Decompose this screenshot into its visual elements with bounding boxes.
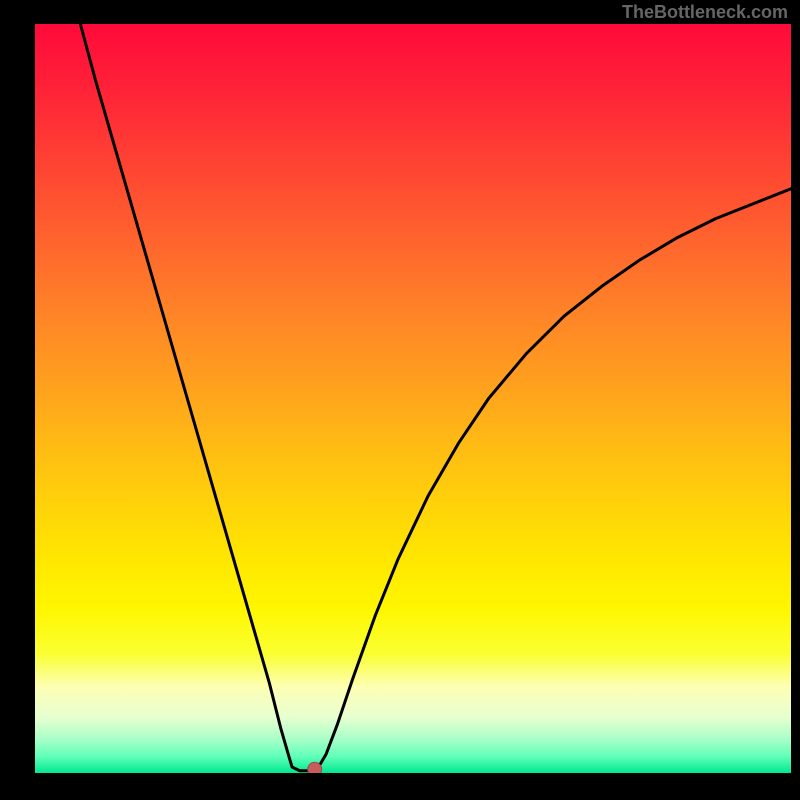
watermark-text: TheBottleneck.com [622, 2, 788, 23]
curve-layer [35, 24, 791, 773]
chart-container: { "watermark": { "text": "TheBottleneck.… [0, 0, 800, 800]
bottleneck-curve [80, 24, 791, 771]
optimal-point-marker [308, 762, 322, 773]
plot-area [35, 24, 791, 773]
